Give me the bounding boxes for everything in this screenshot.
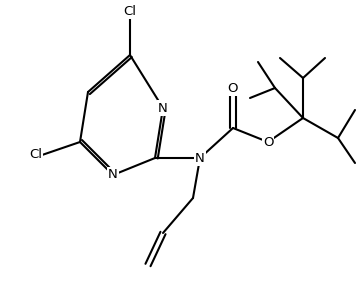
Text: N: N <box>108 168 118 181</box>
Text: O: O <box>228 81 238 95</box>
Text: Cl: Cl <box>123 5 136 18</box>
Text: Cl: Cl <box>29 149 42 162</box>
Text: N: N <box>158 101 168 114</box>
Text: O: O <box>263 136 273 149</box>
Text: N: N <box>195 151 205 164</box>
